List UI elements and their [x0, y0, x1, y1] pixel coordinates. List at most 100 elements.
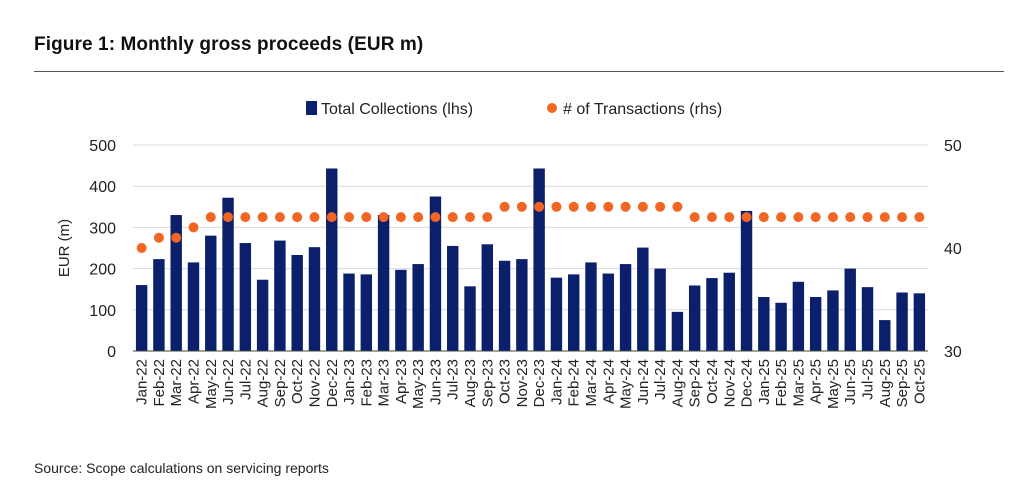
- dot: [430, 212, 441, 223]
- dot-series: [136, 201, 925, 253]
- bar: [568, 274, 580, 351]
- bar: [861, 287, 874, 351]
- x-tick-label: Jul-24: [652, 359, 669, 400]
- x-tick-label: Sep-23: [479, 359, 496, 407]
- x-tick-label: May-23: [410, 359, 427, 409]
- dot: [395, 212, 406, 223]
- y2-tick-label: 50: [944, 138, 962, 155]
- x-tick-label: Feb-25: [773, 359, 790, 407]
- x-tick-label: Apr-23: [393, 359, 410, 404]
- dot: [724, 212, 735, 223]
- dot: [223, 212, 234, 223]
- x-tick-label: Dec-22: [324, 359, 341, 407]
- bar: [308, 247, 321, 351]
- bar: [447, 245, 459, 351]
- dot: [499, 201, 510, 212]
- bar: [153, 259, 165, 351]
- x-tick-label: Jan-22: [134, 359, 151, 405]
- x-tick-label: Oct-24: [704, 359, 721, 404]
- dot: [706, 212, 717, 223]
- x-tick-label: Dec-23: [531, 359, 548, 407]
- bar: [239, 243, 252, 351]
- dot: [344, 212, 355, 223]
- x-tick-label: Sep-25: [894, 359, 911, 407]
- bar: [585, 262, 597, 351]
- dot: [447, 212, 458, 223]
- dot: [551, 201, 562, 212]
- x-tick-label: Jun-25: [842, 359, 859, 405]
- dot: [620, 201, 631, 212]
- legend-dot-label: # of Transactions (rhs): [563, 101, 722, 118]
- bar: [688, 285, 701, 351]
- bar: [429, 196, 442, 351]
- dot: [845, 212, 856, 223]
- dot: [413, 212, 424, 223]
- x-tick-label: Aug-23: [462, 359, 479, 407]
- bar: [516, 259, 528, 351]
- x-tick-label: Apr-25: [808, 359, 825, 404]
- dot: [516, 201, 527, 212]
- y-axis-label: EUR (m): [56, 219, 73, 277]
- x-tick-label: Jan-23: [341, 359, 358, 405]
- x-tick-label: Jun-22: [220, 359, 237, 405]
- title-divider: [34, 71, 1004, 72]
- x-tick-label: Dec-24: [739, 359, 756, 407]
- y-tick-label: 300: [89, 220, 116, 237]
- y-tick-label: 500: [89, 138, 116, 155]
- bar: [377, 215, 390, 351]
- x-tick-label: Jun-24: [635, 359, 652, 405]
- bar: [498, 260, 511, 351]
- x-tick-label: Mar-22: [168, 359, 185, 407]
- y-tick-label: 200: [89, 262, 116, 279]
- x-tick-label: Mar-23: [376, 359, 393, 407]
- legend-bar-label: Total Collections (lhs): [321, 101, 473, 118]
- y-tick-label: 100: [89, 303, 116, 320]
- bar: [896, 292, 908, 351]
- bar: [792, 281, 805, 351]
- bar: [205, 235, 217, 351]
- dot: [136, 243, 147, 253]
- x-tick-label: Feb-23: [358, 359, 375, 407]
- legend: Total Collections (lhs) # of Transaction…: [306, 101, 722, 118]
- y-tick-label: 0: [107, 344, 116, 361]
- x-tick-label: Nov-22: [306, 359, 323, 407]
- x-tick-label: Nov-24: [721, 359, 738, 407]
- dot: [257, 212, 268, 223]
- dot: [482, 212, 493, 223]
- dot: [603, 201, 614, 212]
- dot: [361, 212, 372, 223]
- dot: [810, 212, 821, 223]
- bar: [654, 268, 666, 351]
- bar: [637, 247, 649, 351]
- dot: [637, 201, 648, 212]
- x-tick-label: Jul-22: [237, 359, 254, 400]
- x-tick-label: Jun-23: [427, 359, 444, 405]
- dot: [879, 212, 890, 223]
- legend-dot-swatch: [547, 103, 557, 113]
- bar: [809, 297, 822, 351]
- bar: [256, 279, 269, 351]
- x-tick-label: Apr-24: [600, 359, 617, 404]
- x-tick-label: Mar-25: [790, 359, 807, 407]
- x-tick-label: Oct-22: [289, 359, 306, 404]
- dot: [188, 222, 199, 233]
- x-tick-label: May-22: [203, 359, 220, 409]
- source-note: Source: Scope calculations on servicing …: [34, 460, 329, 476]
- dot: [534, 201, 545, 212]
- dot: [274, 212, 285, 223]
- dot: [240, 212, 251, 223]
- x-tick-label: Sep-22: [272, 359, 289, 407]
- x-tick-label: Mar-24: [583, 359, 600, 407]
- bar: [844, 268, 856, 351]
- bar-series: [135, 168, 926, 351]
- bar: [326, 168, 338, 351]
- x-tick-label: May-25: [825, 359, 842, 409]
- dot: [309, 212, 320, 223]
- dot: [205, 212, 216, 223]
- dot: [465, 212, 476, 223]
- x-tick-label: May-24: [618, 359, 635, 409]
- dot: [897, 212, 908, 223]
- x-tick-label: Oct-23: [497, 359, 514, 404]
- x-tick-label: Feb-22: [151, 359, 168, 407]
- y-axis-left-ticks: 0 100 200 300 400 500: [89, 138, 116, 361]
